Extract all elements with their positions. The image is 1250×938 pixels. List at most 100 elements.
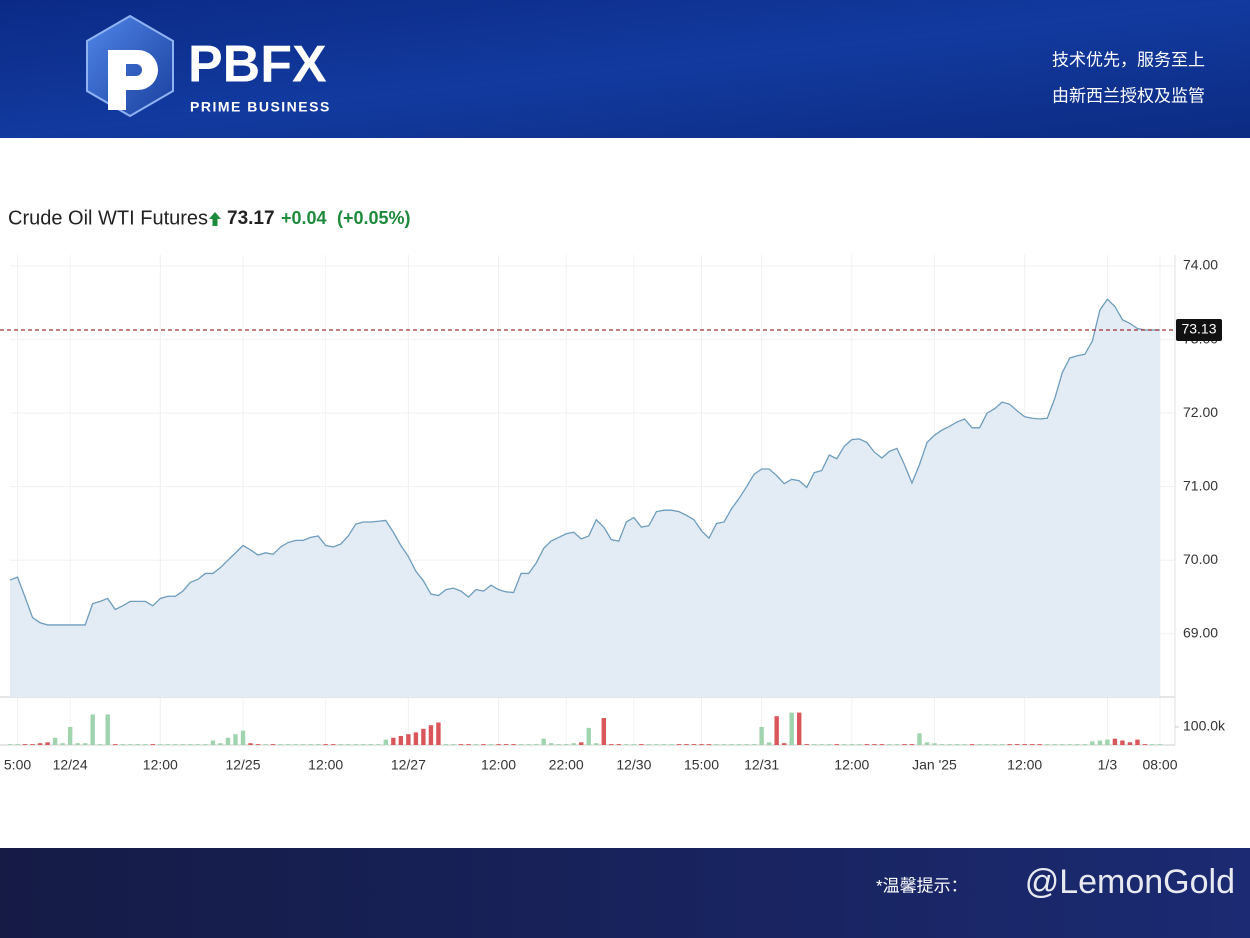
volume-bar [541, 738, 546, 745]
volume-bar [548, 743, 554, 745]
x-tick-label: 12/25 [225, 757, 260, 773]
volume-bar [1112, 738, 1118, 745]
volume-bar [263, 744, 268, 745]
volume-bar [1142, 744, 1148, 745]
volume-bar [939, 744, 945, 745]
volume-bar [744, 744, 749, 745]
volume-bar [1105, 739, 1110, 745]
x-tick-label: 5:00 [4, 757, 31, 773]
volume-bar [699, 744, 704, 745]
volume-bar [827, 744, 832, 745]
volume-bar [195, 744, 201, 745]
x-tick-label: 12:00 [481, 757, 516, 773]
price-line [9, 298, 1160, 626]
volume-bar [721, 744, 727, 745]
footer-notice: *温馨提示： [876, 876, 968, 895]
x-tick-label: 08:00 [1142, 757, 1177, 773]
volume-bar [233, 734, 238, 745]
volume-bar [353, 744, 358, 745]
volume-bar [601, 718, 606, 745]
x-tick-label: 15:00 [684, 757, 719, 773]
volume-bar [736, 744, 742, 745]
volume-bar [143, 744, 148, 745]
volume-bar [676, 744, 682, 745]
volume-bar [158, 744, 163, 745]
volume-bar [706, 744, 712, 745]
volume-bar [849, 744, 855, 745]
volume-bar [128, 744, 133, 745]
volume-bar [1082, 744, 1088, 745]
volume-bar [842, 744, 847, 745]
volume-bar [684, 744, 689, 745]
footer-band [0, 848, 1250, 938]
volume-bar [1090, 741, 1095, 745]
volume-bar [248, 743, 253, 745]
volume-bar [285, 744, 291, 745]
x-tick-label: 12/27 [391, 757, 426, 773]
volume-bar [646, 744, 652, 745]
volume-bar [954, 744, 960, 745]
y-tick-label: 72.00 [1183, 404, 1218, 420]
volume-bar [150, 744, 156, 745]
volume-bar [624, 744, 629, 745]
volume-bar [225, 737, 231, 745]
volume-bar [992, 744, 997, 745]
volume-bar [872, 744, 877, 745]
volume-bar [1045, 744, 1050, 745]
volume-bar [639, 744, 644, 745]
volume-bar [458, 744, 464, 745]
price-area [10, 299, 1160, 697]
volume-bar [932, 743, 937, 745]
logo-glyph [108, 50, 158, 110]
volume-bar [421, 728, 426, 745]
volume-bar [90, 714, 95, 745]
volume-bar [443, 744, 449, 745]
volume-bar [67, 727, 73, 745]
x-tick-label: 22:00 [549, 757, 584, 773]
volume-bar [406, 734, 411, 745]
volume-bar [308, 744, 313, 745]
volume-bar [579, 742, 584, 745]
volume-bar [270, 744, 276, 745]
volume-bar [586, 727, 591, 745]
x-tick-label: Jan '25 [912, 757, 957, 773]
volume-bar [52, 737, 58, 745]
volume-bar [188, 744, 193, 745]
volume-tick-label: 100.0k [1183, 718, 1226, 734]
volume-bar [1037, 744, 1042, 745]
y-tick-label: 71.00 [1183, 477, 1218, 493]
volume-bar [346, 744, 351, 745]
volume-bar [909, 744, 915, 745]
volume-bar [1022, 744, 1027, 745]
volume-bar [496, 744, 501, 745]
volume-bar [887, 744, 892, 745]
volume-bar [278, 744, 283, 745]
volume-bar [609, 744, 614, 745]
volume-bar [789, 712, 794, 745]
volume-bar [1052, 744, 1057, 745]
volume-bar [1014, 744, 1020, 745]
logo-text: PBFX [188, 36, 327, 94]
volume-bar [526, 744, 531, 745]
volume-bar [969, 744, 975, 745]
x-tick-label: 1/3 [1098, 757, 1118, 773]
volume-bar [428, 725, 434, 745]
x-tick-label: 12:00 [1007, 757, 1042, 773]
volume-bar [466, 744, 471, 745]
y-tick-label: 70.00 [1183, 551, 1218, 567]
volume-bar [180, 744, 186, 745]
volume-bar [917, 733, 922, 745]
volume-bar [488, 744, 494, 745]
volume-bar [924, 742, 930, 745]
volume-bar [781, 743, 787, 745]
volume-bar [766, 742, 772, 745]
volume-bar [97, 744, 103, 745]
volume-bar [451, 744, 456, 745]
chart-title: Crude Oil WTI Futures [8, 207, 208, 229]
volume-bar [210, 740, 216, 745]
volume-bar [255, 744, 261, 745]
volume-bar [135, 744, 140, 745]
volume-bar [398, 736, 404, 745]
volume-bar [1120, 740, 1125, 745]
volume-bar [503, 744, 509, 745]
